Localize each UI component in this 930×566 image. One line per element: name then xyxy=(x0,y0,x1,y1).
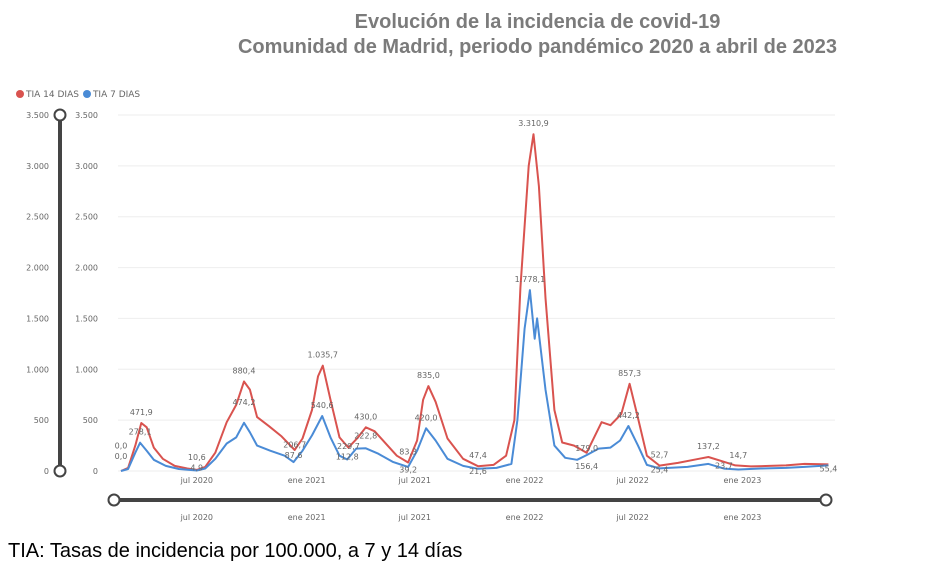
data-label: 23,7 xyxy=(715,462,733,471)
data-label: 137,2 xyxy=(697,442,720,451)
data-label: 474,2 xyxy=(233,398,256,407)
data-label: 442,2 xyxy=(617,411,640,420)
chart-title-line2: Comunidad de Madrid, periodo pandémico 2… xyxy=(237,36,838,58)
data-label: 14,7 xyxy=(729,451,747,460)
y-tick-label: 0 xyxy=(93,467,98,476)
y-tick-label: 2.000 xyxy=(75,264,98,273)
data-label: 420,0 xyxy=(415,413,438,422)
data-label: 55,4 xyxy=(820,464,838,473)
y-slider-handle-top[interactable] xyxy=(53,108,67,122)
data-label: 156,4 xyxy=(575,462,598,471)
series-line-tia14 xyxy=(120,133,829,472)
slider-x-tick-label: jul 2021 xyxy=(397,513,430,522)
slider-x-tick-label: ene 2021 xyxy=(288,513,326,522)
data-label: 206,7 xyxy=(283,441,306,450)
legend-dot-icon xyxy=(82,90,91,98)
y-tick-label: 3.000 xyxy=(75,162,98,171)
legend-label: TIA 7 DIAS xyxy=(92,90,141,100)
slider-x-tick-label: jul 2022 xyxy=(615,513,648,522)
data-label: 39,2 xyxy=(399,466,417,475)
chart-title-line1: Evolución de la incidencia de covid-19 xyxy=(354,11,721,33)
y-tick-label: 1.500 xyxy=(75,314,98,323)
y-tick-label: 2.500 xyxy=(75,213,98,222)
data-label: 1.035,7 xyxy=(307,351,338,360)
slider-x-tick-label: jul 2020 xyxy=(180,513,213,522)
data-label: 112,8 xyxy=(336,453,359,462)
data-label: 21,6 xyxy=(469,467,487,476)
legend-item-tia7[interactable]: TIA 7 DIAS xyxy=(82,90,141,100)
data-label: 278,1 xyxy=(129,428,152,437)
data-label: 540,6 xyxy=(311,401,334,410)
data-label: 83,3 xyxy=(399,448,417,457)
x-tick-label: ene 2021 xyxy=(288,476,326,485)
y-slider-handle-bottom[interactable] xyxy=(53,464,67,478)
x-tick-label: ene 2023 xyxy=(724,476,762,485)
y-tick-label: 3.500 xyxy=(75,111,98,120)
data-label: 471,9 xyxy=(130,408,153,417)
data-label: 880,4 xyxy=(233,366,256,375)
data-label: 52,7 xyxy=(651,451,669,460)
footnote: TIA: Tasas de incidencia por 100.000, a … xyxy=(8,540,463,562)
x-tick-label: ene 2022 xyxy=(506,476,544,485)
slider-tick-label: 2.000 xyxy=(26,264,49,273)
slider-tick-label: 1.500 xyxy=(26,314,49,323)
data-label: 835,0 xyxy=(417,371,440,380)
slider-tick-label: 2.500 xyxy=(26,213,49,222)
slider-tick-label: 1.000 xyxy=(26,365,49,374)
slider-tick-label: 3.000 xyxy=(26,162,49,171)
data-label: 222,8 xyxy=(354,431,377,440)
legend-item-tia14[interactable]: TIA 14 DIAS xyxy=(16,90,79,100)
slider-x-tick-label: ene 2022 xyxy=(506,513,544,522)
slider-tick-label: 500 xyxy=(34,416,49,425)
series-line-tia7 xyxy=(120,289,829,472)
x-slider-handle-left[interactable] xyxy=(107,493,121,507)
y-tick-label: 1.000 xyxy=(75,365,98,374)
data-label: 179,0 xyxy=(575,444,598,453)
slider-x-tick-label: ene 2023 xyxy=(724,513,762,522)
data-label: 10,6 xyxy=(188,453,206,462)
slider-tick-label: 3.500 xyxy=(26,111,49,120)
x-tick-label: jul 2022 xyxy=(615,476,648,485)
data-label: 87,6 xyxy=(285,451,303,460)
x-tick-label: jul 2021 xyxy=(397,476,430,485)
y-tick-label: 500 xyxy=(83,416,98,425)
data-label: 430,0 xyxy=(354,412,377,421)
data-label: 4,9 xyxy=(190,464,203,473)
data-label: 229,7 xyxy=(337,442,360,451)
legend: TIA 14 DIAS TIA 7 DIAS xyxy=(16,90,140,100)
x-slider-handle-right[interactable] xyxy=(819,493,833,507)
legend-label: TIA 14 DIAS xyxy=(26,90,79,100)
data-label: 47,4 xyxy=(469,451,487,460)
data-label: 3.310,9 xyxy=(518,119,549,128)
data-label: 25,4 xyxy=(651,466,669,475)
data-label: 0,0 xyxy=(115,442,128,451)
data-label: 857,3 xyxy=(618,369,641,378)
data-label: 1.778,1 xyxy=(515,275,546,284)
slider-tick-label: 0 xyxy=(44,467,49,476)
legend-dot-icon xyxy=(16,90,24,98)
data-label: 0,0 xyxy=(115,452,128,461)
x-tick-label: jul 2020 xyxy=(180,476,213,485)
